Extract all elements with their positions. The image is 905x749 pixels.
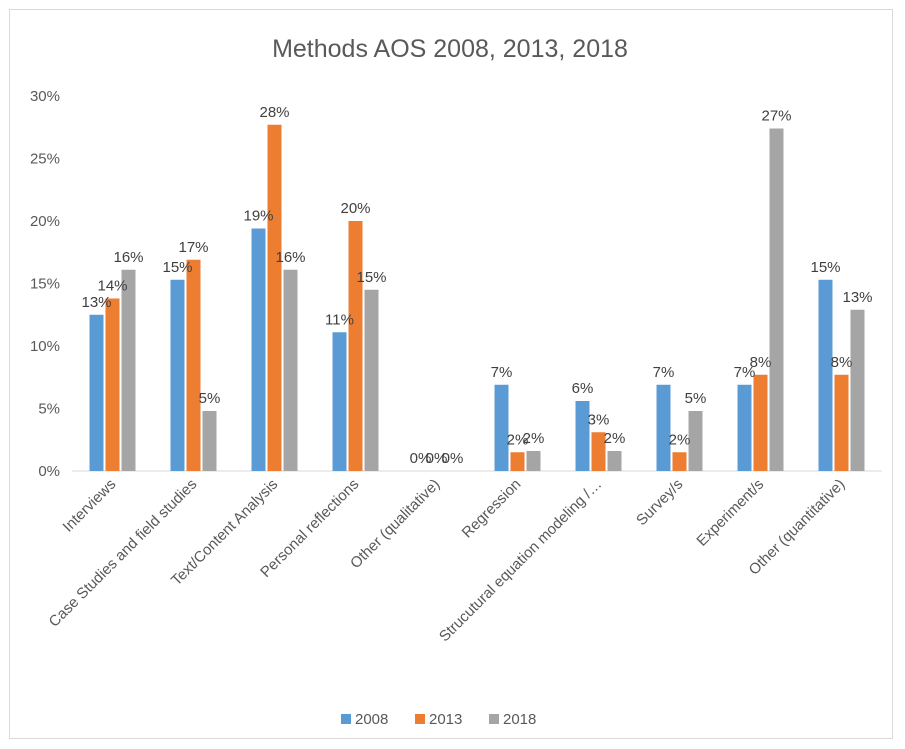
data-label: 3% [588,411,610,428]
bar-2008-8 [737,384,752,471]
bar-2008-5 [494,384,509,471]
y-axis: 0% 5% 10% 15% 20% 25% 30% [30,88,60,480]
data-label: 7% [491,364,513,381]
data-label: 28% [259,104,289,121]
y-tick-label: 5% [38,401,60,418]
data-label: 0% [410,450,432,467]
y-tick-label: 25% [30,151,60,168]
legend-label: 2008 [355,711,388,728]
data-label: 19% [243,208,273,225]
data-label: 2% [669,431,691,448]
bar-2018-0 [121,269,136,471]
data-label: 11% [325,311,354,328]
data-label: 8% [750,354,772,371]
y-tick-label: 0% [38,463,60,480]
x-tick-label: Case Studies and field studies [46,476,201,631]
bar-2008-7 [656,384,671,471]
x-tick-label: Experiment/s [693,476,767,550]
y-tick-label: 10% [30,338,60,355]
data-label: 2% [507,431,529,448]
legend-label: 2018 [503,711,536,728]
bar-2008-0 [89,314,104,471]
x-tick-label: Other (qualitative) [347,476,443,572]
bars [89,124,865,471]
bar-2018-2 [283,269,298,471]
bar-2013-7 [672,452,687,471]
bar-2018-1 [202,411,217,471]
chart-title: Methods AOS 2008, 2013, 2018 [272,35,628,63]
data-label: 15% [162,259,192,276]
bar-2013-3 [348,221,363,471]
data-label: 15% [810,259,840,276]
data-label: 13% [81,294,111,311]
x-tick-label: Interviews [60,476,120,536]
data-label: 17% [178,239,208,256]
chart-area [9,9,893,739]
data-label: 14% [97,278,127,295]
bar-2018-9 [850,309,865,471]
bar-2013-8 [753,374,768,471]
data-label: 0% [426,450,448,467]
data-label: 15% [356,269,386,286]
legend-swatch-2013 [415,714,425,724]
bar-2008-1 [170,279,185,471]
bar-2018-5 [526,451,541,471]
legend-label: 2013 [429,711,462,728]
data-label: 6% [572,380,594,397]
bar-2008-3 [332,332,347,471]
data-label: 27% [761,108,791,125]
data-label: 7% [653,364,675,381]
data-label: 20% [340,200,370,217]
x-tick-label: Strucutural equation modeling /… [436,476,605,645]
bar-2013-9 [834,374,849,471]
y-tick-label: 15% [30,276,60,293]
bar-2013-1 [186,259,201,471]
bar-2008-9 [818,279,833,471]
bar-2008-2 [251,228,266,471]
bar-2013-6 [591,432,606,471]
bar-2018-8 [769,128,784,471]
data-label: 8% [831,354,853,371]
legend-swatch-2018 [489,714,499,724]
data-label: 16% [275,249,305,266]
bar-2018-3 [364,289,379,471]
data-label: 0% [442,450,464,467]
y-tick-label: 30% [30,88,60,105]
bar-2018-7 [688,411,703,471]
data-label: 2% [523,430,545,447]
y-tick-label: 20% [30,213,60,230]
bar-2018-6 [607,451,622,471]
x-tick-label: Survey/s [633,476,686,529]
data-label: 5% [685,390,707,407]
bar-2013-2 [267,124,282,471]
data-label: 13% [842,289,872,306]
data-label: 7% [734,364,756,381]
data-label: 5% [199,390,221,407]
data-labels: 13%15%19%11%0%7%6%7% 7%15%14%17%28%20%0%2… [81,104,872,467]
data-label: 2% [604,430,626,447]
bar-2008-6 [575,401,590,471]
x-tick-label: Regression [459,476,525,542]
legend: 2008 2013 2018 [341,711,536,728]
bar-2013-0 [105,298,120,471]
bar-2013-5 [510,452,525,471]
data-label: 16% [113,249,143,266]
legend-swatch-2008 [341,714,351,724]
